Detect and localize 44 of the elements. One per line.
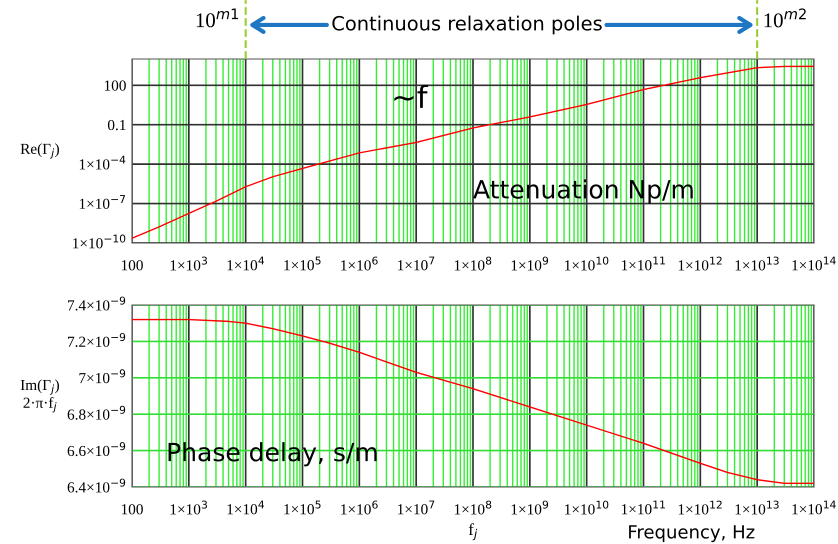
y-tick-label: 6.4×10$^{−9}$	[68, 478, 126, 493]
x-tick-label: 1×10$^{6}$	[341, 256, 378, 270]
x-tick-label: 1×10$^{11}$	[622, 500, 665, 514]
y-axis-title: Re(Γ$_{j}$)	[20, 143, 59, 159]
y-tick-label: 1×10$^{−10}$	[73, 234, 126, 248]
x-tick-label: 1×10$^{12}$	[678, 500, 722, 514]
ref-line-label: 10$^{m1}$	[196, 8, 238, 28]
y-tick-label: 6.8×10$^{−9}$	[68, 406, 126, 420]
x-tick-label: 1×10$^{4}$	[228, 500, 264, 514]
ref-line-label: 10$^{m2}$	[764, 8, 806, 28]
x-tick-label: 1×10$^{7}$	[398, 500, 434, 514]
x-tick-label: 1×10$^{3}$	[170, 500, 207, 514]
x-tick-label: 1×10$^{10}$	[565, 500, 608, 514]
x-tick-label: 1×10$^{14}$	[792, 256, 836, 270]
chart-title: Continuous relaxation poles	[332, 16, 602, 34]
y-tick-label: 1×10$^{−7}$	[80, 195, 125, 209]
y-tick-label: 100	[104, 80, 126, 91]
text: Frequency, Hz	[629, 525, 754, 542]
x-tick-label: 1×10$^{11}$	[622, 256, 665, 270]
x-tick-label: 1×10$^{9}$	[512, 500, 548, 514]
x-axis-title: f$_{j}$	[468, 523, 478, 540]
y-tick-label: 7×10$^{−9}$	[79, 369, 126, 384]
y-tick-label: 1×10$^{−4}$	[80, 156, 126, 170]
x-tick-label: 1×10$^{12}$	[678, 256, 722, 270]
x-tick-label: 1×10$^{3}$	[170, 256, 207, 270]
x-tick-label: 1×10$^{10}$	[565, 256, 608, 270]
x-tick-label: 100	[122, 504, 143, 514]
y-tick-label: 6.6×10$^{−9}$	[68, 442, 126, 456]
x-tick-label: 1×10$^{5}$	[284, 256, 321, 270]
x-tick-label: 1×10$^{7}$	[398, 256, 434, 270]
x-tick-label: 1×10$^{6}$	[341, 500, 378, 514]
x-tick-label: 1×10$^{14}$	[792, 500, 836, 514]
y-tick-label: 0.1	[108, 120, 126, 130]
x-tick-label: 1×10$^{5}$	[284, 500, 321, 514]
y-tick-label: 7.2×10$^{−9}$	[68, 332, 126, 347]
y-axis-title: Im(Γ$_{j}$) 2·π·f$_{j}$	[20, 379, 59, 412]
x-tick-label: 1×10$^{8}$	[454, 256, 492, 270]
x-tick-label: 1×10$^{8}$	[454, 500, 492, 514]
x-tick-label: 1×10$^{4}$	[228, 256, 264, 270]
y-tick-label: 7.4×10$^{−9}$	[68, 296, 126, 311]
x-tick-label: 1×10$^{13}$	[736, 256, 779, 270]
x-tick-label: 1×10$^{13}$	[736, 500, 779, 514]
x-tick-label: 100	[122, 260, 143, 270]
x-tick-label: 1×10$^{9}$	[512, 256, 548, 270]
